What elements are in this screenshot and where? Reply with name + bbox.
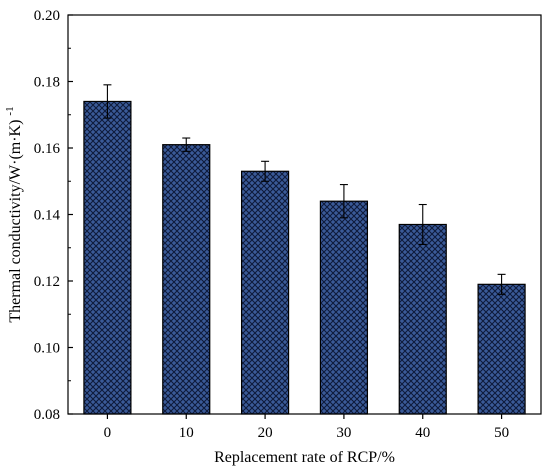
bars-layer: [83, 100, 526, 415]
y-tick-label: 0.20: [34, 8, 60, 24]
error-bar-20: [261, 160, 270, 182]
x-tick-label: 0: [104, 425, 112, 441]
y-axis-title-superscript: -1: [4, 106, 16, 115]
y-tick-label: 0.10: [34, 341, 60, 357]
y-tick-label: 0.12: [34, 274, 60, 290]
y-tick-label: 0.14: [34, 208, 61, 224]
y-axis-title: Thermal conductivity/W·(m·K) -1: [4, 106, 24, 322]
x-tick-label: 50: [494, 425, 509, 441]
plot-frame: [67, 14, 542, 415]
x-axis: 0 10 20 30 40 50: [104, 414, 509, 441]
x-tick-label: 20: [258, 425, 273, 441]
x-tick-label: 30: [336, 425, 351, 441]
bar-20: [240, 170, 290, 415]
error-bar-50: [497, 273, 506, 295]
error-bar-40: [418, 203, 427, 245]
errorbars-layer: [103, 84, 506, 295]
x-tick-label: 40: [415, 425, 430, 441]
y-tick-label: 0.18: [34, 75, 60, 91]
bar-50: [477, 283, 526, 415]
error-bar-0: [103, 84, 112, 119]
y-tick-label: 0.16: [34, 141, 61, 157]
error-bar-10: [182, 137, 191, 152]
bar-0: [83, 100, 132, 415]
bar-30: [319, 200, 369, 415]
error-bar-30: [339, 184, 348, 219]
y-axis-title-main: Thermal conductivity/W·(m·K): [7, 120, 24, 323]
x-tick-label: 10: [179, 425, 194, 441]
x-axis-title: Replacement rate of RCP/%: [214, 449, 395, 466]
bar-40: [398, 223, 447, 415]
y-axis: 0.08 0.10 0.12 0.14 0.16 0.18 0.20: [34, 8, 73, 423]
bar-10: [162, 144, 211, 415]
y-tick-label: 0.08: [34, 407, 60, 423]
